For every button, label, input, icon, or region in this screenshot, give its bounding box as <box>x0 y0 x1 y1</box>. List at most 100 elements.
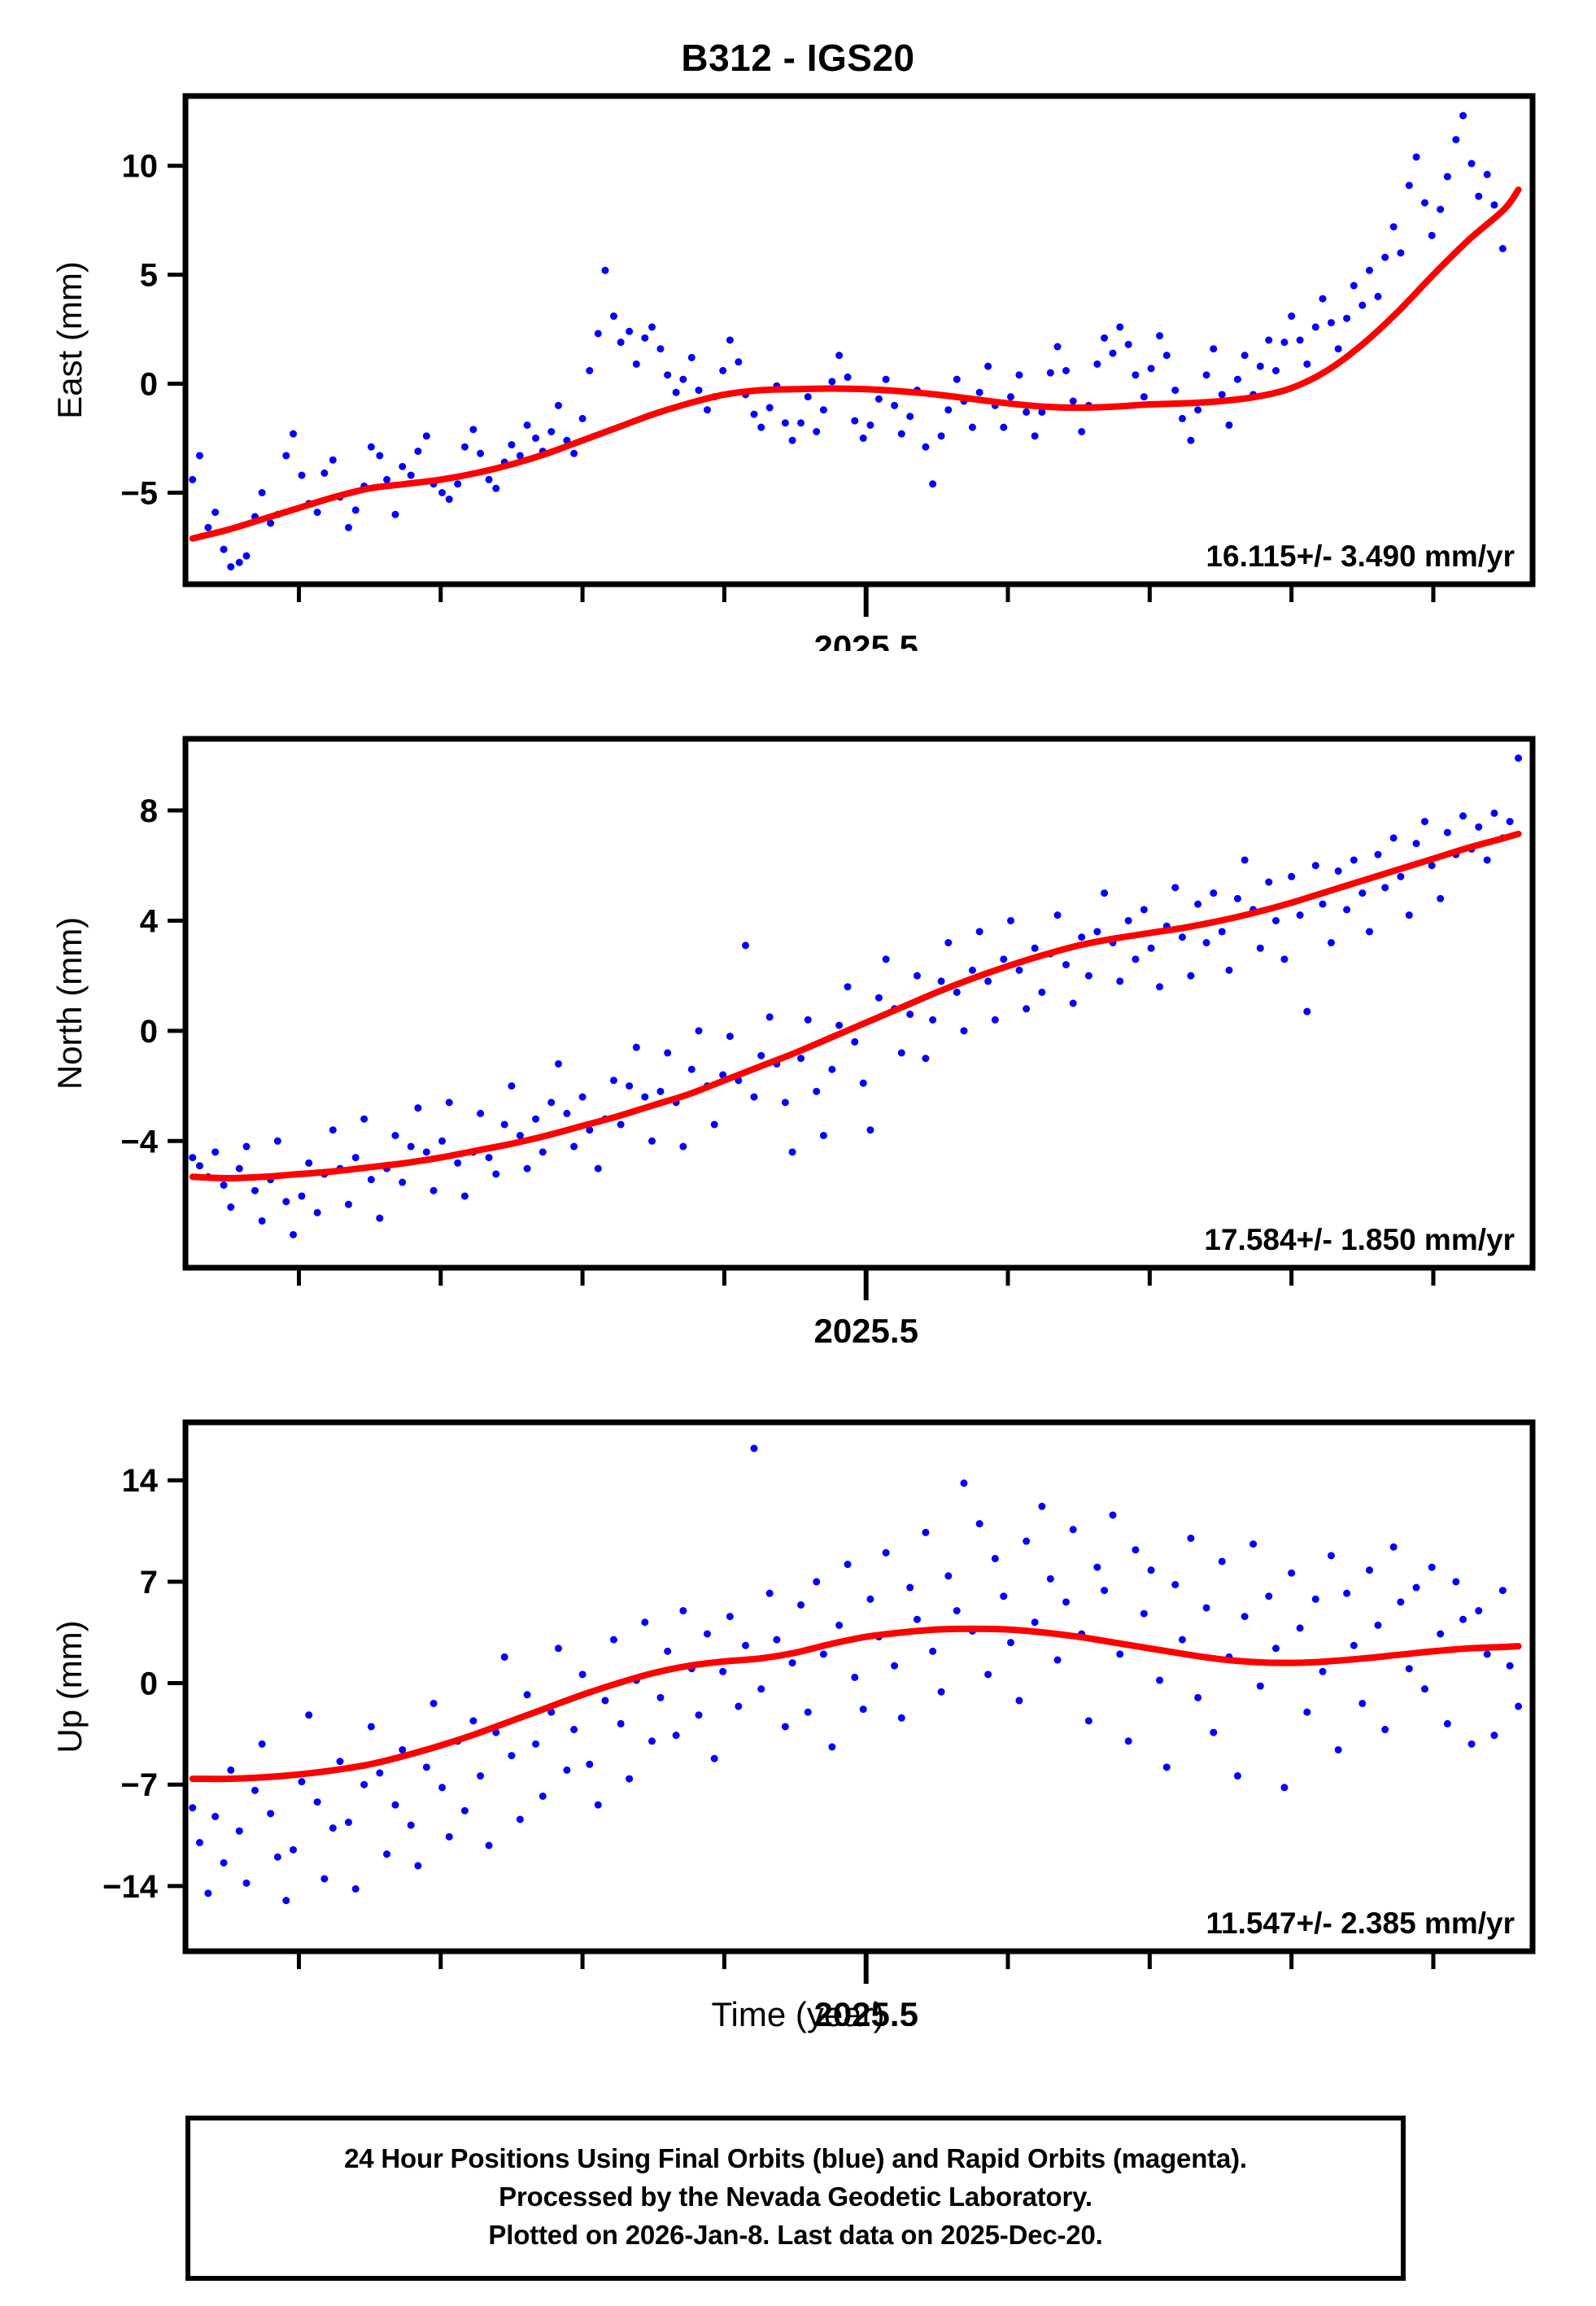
data-point <box>305 1711 313 1719</box>
data-point <box>454 480 462 488</box>
data-point <box>1428 862 1436 870</box>
data-point <box>866 421 874 429</box>
data-point <box>1311 1595 1319 1603</box>
data-point <box>765 404 774 412</box>
data-point <box>570 449 578 457</box>
data-point <box>1437 205 1445 213</box>
data-point <box>1140 393 1148 401</box>
data-point <box>757 423 765 431</box>
panel-up: 14 7 0 −7 −14 Up (mm) 2025.5 11.547+/- 2.385 mm… <box>0 1408 1596 2026</box>
data-point <box>282 1897 290 1905</box>
y-tick-label-up: 14 <box>122 1463 159 1499</box>
data-point <box>1210 1728 1218 1736</box>
data-point <box>1327 1552 1335 1560</box>
data-point <box>554 1059 562 1068</box>
data-point <box>1483 1650 1491 1658</box>
data-point <box>1178 414 1186 422</box>
data-point <box>1358 1699 1367 1707</box>
data-layer-up <box>189 1444 1523 1905</box>
data-point <box>1296 336 1304 344</box>
data-point <box>1421 818 1429 826</box>
caption-box: 24 Hour Positions Using Final Orbits (bl… <box>185 2116 1406 2281</box>
data-point <box>679 1607 687 1615</box>
data-point <box>1475 1607 1483 1615</box>
data-point <box>1327 319 1335 327</box>
data-point <box>1187 972 1195 980</box>
data-point <box>376 1769 384 1777</box>
data-point <box>1210 889 1218 898</box>
data-point <box>227 1766 235 1774</box>
y-tick-label-east: 0 <box>140 367 158 403</box>
data-point <box>258 1740 266 1748</box>
y-tick-label-up: 0 <box>140 1666 158 1702</box>
data-point <box>866 1126 874 1134</box>
data-point <box>609 1077 617 1085</box>
data-point <box>414 1104 422 1112</box>
data-point <box>1271 1644 1280 1653</box>
data-point <box>1319 900 1327 908</box>
data-point <box>882 955 890 963</box>
data-point <box>578 414 587 422</box>
data-point <box>648 1737 656 1745</box>
caption-line-1: 24 Hour Positions Using Final Orbits (bl… <box>344 2143 1247 2173</box>
data-point <box>563 1109 571 1117</box>
data-point <box>344 1200 352 1208</box>
data-point <box>235 1164 243 1173</box>
data-point <box>664 371 672 379</box>
data-point <box>757 1685 765 1693</box>
data-point <box>1031 944 1039 952</box>
data-point <box>1374 292 1382 300</box>
data-point <box>211 1812 220 1820</box>
data-point <box>726 336 734 344</box>
data-point <box>757 1051 765 1059</box>
data-point <box>1202 939 1210 947</box>
data-point <box>953 988 961 996</box>
data-point <box>835 352 844 360</box>
data-point <box>929 1647 937 1655</box>
data-point <box>1405 181 1413 190</box>
data-point <box>891 1662 899 1670</box>
data-point <box>1046 1574 1054 1583</box>
data-point <box>804 1708 812 1716</box>
data-point <box>1187 1534 1195 1542</box>
data-point <box>960 1027 968 1035</box>
data-point <box>1140 906 1148 914</box>
data-point <box>851 1037 859 1046</box>
data-point <box>1303 1708 1311 1716</box>
data-point <box>641 334 649 342</box>
data-point <box>874 994 883 1002</box>
data-point <box>922 1528 930 1536</box>
data-point <box>719 367 727 374</box>
panel-north: 8 4 0 −4 North (mm) 2025.5 17.584+/- 1.850 mm/… <box>0 724 1596 1343</box>
data-point <box>656 1693 665 1701</box>
data-point <box>726 1613 734 1621</box>
data-point <box>1171 884 1180 892</box>
data-point <box>1296 911 1304 919</box>
data-point <box>438 1784 447 1792</box>
data-point <box>781 1098 789 1107</box>
data-point <box>1007 1639 1015 1647</box>
x-tick-label: 2025.5 <box>813 628 918 651</box>
data-point <box>407 1142 415 1151</box>
trend-line-north <box>189 830 1522 1181</box>
data-point <box>414 1862 422 1870</box>
data-point <box>485 1154 493 1162</box>
x-tick-label: 2025.5 <box>813 1312 918 1343</box>
data-point <box>944 1572 953 1580</box>
data-point <box>750 410 758 418</box>
data-point <box>1350 1641 1358 1649</box>
data-point <box>1162 352 1171 360</box>
data-point <box>282 1198 290 1206</box>
data-point <box>211 509 220 517</box>
y-tick-label-north: −4 <box>120 1124 158 1160</box>
data-point <box>1397 872 1405 880</box>
data-point <box>844 983 852 991</box>
data-point <box>695 1711 703 1719</box>
data-point <box>1319 1667 1327 1675</box>
data-point <box>477 449 485 457</box>
data-point <box>298 1778 306 1786</box>
data-point <box>1162 1763 1171 1771</box>
data-point <box>211 1148 220 1156</box>
data-point <box>1116 977 1124 985</box>
data-point <box>1475 192 1483 200</box>
